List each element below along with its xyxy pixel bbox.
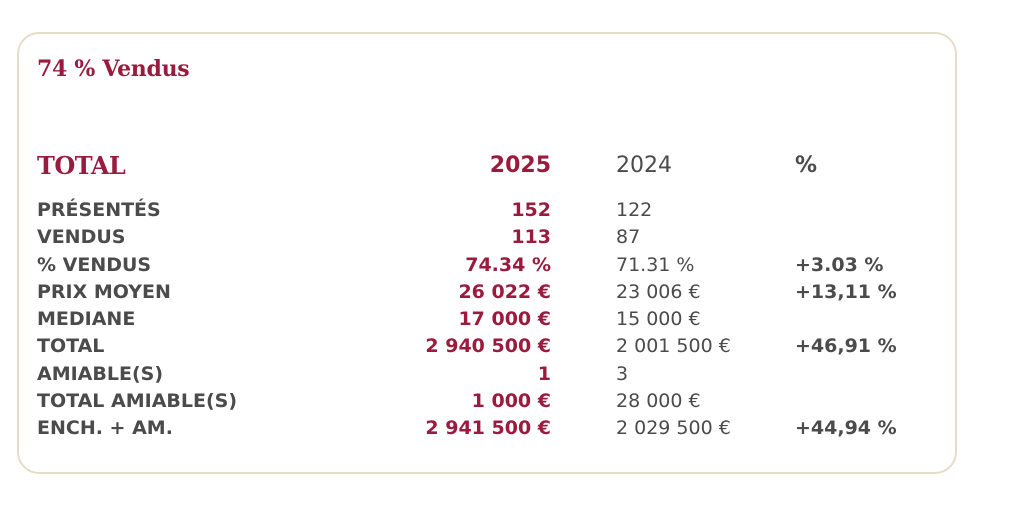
row-value-2025: 2 941 500 € xyxy=(425,417,551,440)
row-label: % VENDUS xyxy=(37,253,152,276)
row-value-percent: +44,94 % xyxy=(795,417,897,440)
table-row: PRÉSENTÉS 152 122 xyxy=(0,197,1012,224)
row-label: PRIX MOYEN xyxy=(37,280,171,303)
table-row: TOTAL 2 940 500 € 2 001 500 € +46,91 % xyxy=(0,333,1012,360)
row-label: TOTAL xyxy=(37,335,105,358)
table-row: PRIX MOYEN 26 022 € 23 006 € +13,11 % xyxy=(0,279,1012,306)
row-value-2024: 23 006 € xyxy=(616,280,701,303)
row-value-percent: +3.03 % xyxy=(795,253,884,276)
row-label: VENDUS xyxy=(37,226,126,249)
table-row: MEDIANE 17 000 € 15 000 € xyxy=(0,306,1012,333)
row-label: PRÉSENTÉS xyxy=(37,199,161,221)
row-value-2024: 2 001 500 € xyxy=(616,335,731,358)
results-card xyxy=(17,32,957,474)
row-value-2024: 3 xyxy=(616,362,629,385)
row-value-2024: 28 000 € xyxy=(616,390,701,413)
row-value-2024: 122 xyxy=(616,199,653,221)
table-header-2024: 2024 xyxy=(616,153,672,178)
table-header-percent: % xyxy=(795,153,818,178)
table-header-label: TOTAL xyxy=(37,151,126,180)
row-label: AMIABLE(S) xyxy=(37,362,164,385)
row-value-2024: 2 029 500 € xyxy=(616,417,731,440)
table-row: ENCH. + AM. 2 941 500 € 2 029 500 € +44,… xyxy=(0,415,1012,442)
row-label: MEDIANE xyxy=(37,308,136,331)
table-row: VENDUS 113 87 xyxy=(0,224,1012,251)
row-value-2025: 152 xyxy=(511,199,551,221)
results-table: PRÉSENTÉS 152 122 VENDUS 113 87 % VENDUS… xyxy=(0,197,1012,443)
row-value-2025: 26 022 € xyxy=(458,280,551,303)
row-value-2025: 17 000 € xyxy=(458,308,551,331)
row-value-2025: 113 xyxy=(511,226,551,249)
row-value-2024: 87 xyxy=(616,226,641,249)
sold-percentage-heading: 74 % Vendus xyxy=(37,56,190,82)
row-label: TOTAL AMIABLE(S) xyxy=(37,390,238,413)
row-value-2025: 74.34 % xyxy=(465,253,551,276)
row-value-2025: 1 000 € xyxy=(471,390,551,413)
table-header-2025: 2025 xyxy=(489,153,551,178)
row-value-2025: 1 xyxy=(537,362,551,385)
row-value-percent: +46,91 % xyxy=(795,335,897,358)
table-row: AMIABLE(S) 1 3 xyxy=(0,361,1012,388)
table-row: % VENDUS 74.34 % 71.31 % +3.03 % xyxy=(0,252,1012,279)
row-value-percent: +13,11 % xyxy=(795,280,897,303)
row-label: ENCH. + AM. xyxy=(37,417,173,440)
row-value-2024: 71.31 % xyxy=(616,253,695,276)
row-value-2024: 15 000 € xyxy=(616,308,701,331)
row-value-2025: 2 940 500 € xyxy=(425,335,551,358)
table-row: TOTAL AMIABLE(S) 1 000 € 28 000 € xyxy=(0,388,1012,415)
